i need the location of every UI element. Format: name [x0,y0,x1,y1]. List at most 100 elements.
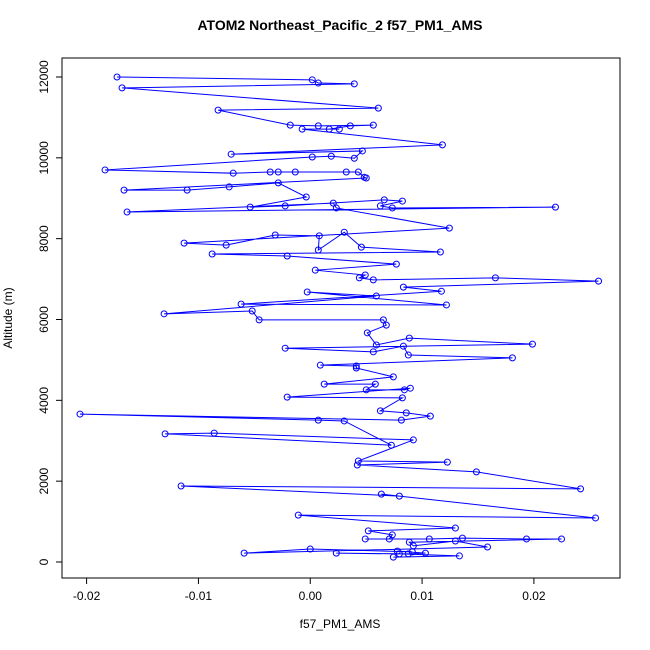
data-point [523,535,531,543]
x-tick-label: -0.02 [73,589,101,603]
data-point [352,362,360,370]
data-point [404,351,412,359]
data-point [208,250,216,258]
y-tick-label: 6000 [37,306,51,333]
data-point [387,441,395,449]
data-point [177,482,185,490]
data-point [379,316,387,324]
data-point [445,224,453,232]
data-point [353,461,361,469]
data-point [225,183,233,191]
data-point [472,468,480,476]
data-point [274,168,282,176]
data-point [329,199,337,207]
data-point [352,364,360,372]
data-point [372,292,380,300]
data-line [79,76,599,558]
data-point [395,550,403,558]
data-point [308,153,316,161]
data-point [362,386,370,394]
chart-title: ATOM2 Northeast_Pacific_2 f57_PM1_AMS [197,17,482,33]
y-axis-label: Altitude (m) [1,287,15,348]
data-point [382,321,390,329]
data-point [508,354,516,362]
data-point [332,204,340,212]
data-point [551,203,559,211]
data-point [376,407,384,415]
data-point [451,537,459,545]
data-point [595,277,603,285]
data-point [294,511,302,519]
data-point [302,193,310,201]
data-point [271,231,279,239]
data-point [377,490,385,498]
data-point [405,334,413,342]
data-point [398,394,406,402]
y-tick-label: 12000 [37,60,51,94]
data-point [266,168,274,176]
data-point [283,252,291,260]
data-point [118,84,126,92]
data-point [320,380,328,388]
data-point [355,274,363,282]
data-point [443,458,451,466]
data-point [455,552,463,560]
data-point [369,276,377,284]
data-point [281,344,289,352]
data-point [315,232,323,240]
data-point [361,535,369,543]
data-point [303,288,311,296]
data-point [369,348,377,356]
y-tick-label: 10000 [37,141,51,175]
data-point [577,485,585,493]
data-point [180,239,188,247]
data-point [409,436,417,444]
data-point [274,179,282,187]
data-point [314,246,322,254]
data-point [372,341,380,349]
data-point [376,202,384,210]
x-tick-label: 0.01 [410,589,434,603]
data-point [402,409,410,417]
data-point [227,150,235,158]
data-point [404,550,412,558]
data-point [380,196,388,204]
data-point [340,417,348,425]
data-point [397,416,405,424]
data-point [389,553,397,561]
data-point [436,248,444,256]
data-point [442,301,450,309]
data-point [364,527,372,535]
data-point [222,241,230,249]
data-point [399,283,407,291]
data-point [405,538,413,546]
data-point [161,430,169,438]
data-point [398,197,406,205]
data-point [335,125,343,133]
y-tick-label: 2000 [37,467,51,494]
data-point [388,204,396,212]
data-point [399,342,407,350]
data-point [101,166,109,174]
data-point [113,73,121,81]
y-tick-label: 8000 [37,225,51,252]
data-point [362,174,370,182]
x-axis-label: f57_PM1_AMS [300,617,381,631]
data-point [123,208,131,216]
data-point [298,125,306,133]
data-point [308,76,316,84]
data-point [374,104,382,112]
data-point [371,380,379,388]
data-point [395,492,403,500]
data-point [483,543,491,551]
y-tick-label: 4000 [37,387,51,414]
data-point [229,169,237,177]
data-point [426,412,434,420]
data-point [120,186,128,194]
data-point [369,121,377,129]
data-point [437,287,445,295]
x-tick-label: -0.01 [185,589,213,603]
data-point [325,125,333,133]
data-point [357,243,365,251]
